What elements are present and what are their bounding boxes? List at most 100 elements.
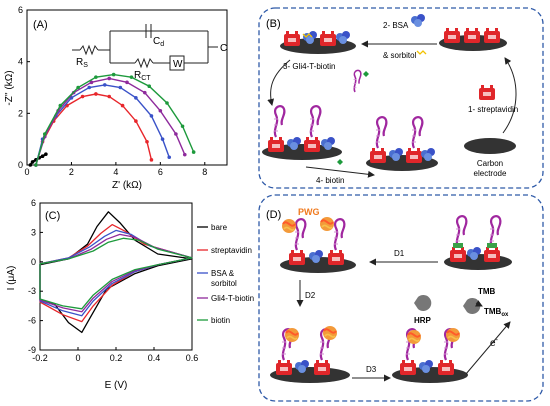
step-2-label: 2- BSA xyxy=(383,21,409,30)
a-point-streptavidin xyxy=(134,119,138,123)
panel-a-axes: 0 2 4 6 8 0 2 4 6 xyxy=(18,5,207,177)
c-series-biotin xyxy=(39,237,193,310)
a-point-biotin xyxy=(165,101,169,105)
a-point-bsa-sorbitol xyxy=(102,83,107,87)
a-point-gli4-t-biotin xyxy=(158,108,163,113)
a-point-gli4-t-biotin xyxy=(89,80,94,85)
a-xtick-label: 2 xyxy=(69,167,74,177)
arrow-step-1 xyxy=(502,57,517,134)
panel-a: (A) RS Cd RCT W C 0 2 4 6 8 0 2 4 6 -Z'' (kΩ) Z'… xyxy=(4,5,228,191)
a-point-biotin xyxy=(58,103,63,108)
d3-label: D3 xyxy=(366,365,377,374)
legend-bare: bare xyxy=(211,223,228,232)
a-point-bare xyxy=(30,160,35,164)
a-point-streptavidin xyxy=(145,139,149,144)
c-ytick-label: -9 xyxy=(28,345,36,355)
step-3-label: 3- Gli4-T-biotin xyxy=(283,62,335,71)
rct-label: RCT xyxy=(134,70,151,82)
a-point-biotin xyxy=(191,150,196,154)
a-point-bare xyxy=(40,154,45,159)
panel-b: (B) Carbon electrode 1- streptavidin 2- … xyxy=(258,7,544,189)
d2-label: D2 xyxy=(305,291,316,300)
panel-a-ylabel: -Z'' (kΩ) xyxy=(4,70,15,105)
a-point-biotin xyxy=(147,84,152,89)
legend-gli4: Gli4-T-biotin xyxy=(211,294,254,303)
electron-label: e- xyxy=(490,337,499,349)
panel-a-label: (A) xyxy=(33,19,48,31)
tmb-label: TMB xyxy=(478,287,496,296)
c-xtick-label: 0.6 xyxy=(186,353,199,363)
a-ytick-label: 2 xyxy=(18,108,23,118)
panel-a-xlabel: Z' (kΩ) xyxy=(112,180,142,191)
panel-d-label: (D) xyxy=(266,209,281,221)
step-2b-label: & sorbitol xyxy=(383,51,417,60)
a-point-gli4-t-biotin xyxy=(182,152,187,157)
c-ytick-label: 0 xyxy=(31,257,36,267)
electrode-label-2: electrode xyxy=(474,169,507,178)
a-point-bsa-sorbitol xyxy=(87,85,92,90)
a-point-streptavidin xyxy=(107,94,112,99)
a-point-streptavidin xyxy=(149,158,154,162)
a-point-biotin xyxy=(180,124,185,129)
a-point-biotin xyxy=(94,75,98,79)
hrp-icon xyxy=(414,295,432,311)
c-ytick-label: -6 xyxy=(28,316,36,326)
c-ytick-label: -3 xyxy=(28,286,36,296)
a-point-biotin xyxy=(111,72,116,77)
a-xtick-label: 4 xyxy=(113,167,118,177)
a-point-streptavidin xyxy=(120,103,125,108)
a-point-biotin xyxy=(76,85,80,90)
panel-b-frame xyxy=(258,7,544,189)
legend-bsa: BSA & xyxy=(211,269,235,278)
a-ytick-label: 4 xyxy=(18,57,23,67)
a-point-gli4-t-biotin xyxy=(174,132,178,136)
a-ytick-label: 6 xyxy=(18,5,23,15)
a-point-biotin xyxy=(129,75,134,79)
hrp-label: HRP xyxy=(414,316,432,325)
a-point-biotin xyxy=(42,132,47,136)
panel-c: (C) -0.2 0 0.2 0.4 0.6 6 3 0 -3 -6 -9 I (μA) E (V)… xyxy=(6,198,254,391)
a-point-gli4-t-biotin xyxy=(125,80,129,85)
c-ytick-label: 6 xyxy=(31,198,36,208)
c-xtick-label: 0 xyxy=(75,353,80,363)
a-point-streptavidin xyxy=(94,92,98,96)
a-series-gli4-t-biotin xyxy=(35,77,186,166)
panel-c-legend: bare streptavidin BSA & sorbitol Gli4-T-… xyxy=(197,223,254,325)
electron-arrow xyxy=(465,321,511,375)
d1-label: D1 xyxy=(394,249,405,258)
a-series-biotin xyxy=(35,73,195,166)
a-point-bare xyxy=(44,152,48,156)
panel-a-frame xyxy=(26,9,228,166)
a-point-bsa-sorbitol xyxy=(134,96,138,100)
a-xtick-label: 0 xyxy=(24,167,29,177)
panel-b-label: (B) xyxy=(266,18,281,30)
c-xtick-label: 0.4 xyxy=(148,353,161,363)
a-point-biotin xyxy=(34,163,38,167)
c-series-bare xyxy=(39,211,193,334)
rs-label: RS xyxy=(76,57,88,69)
panel-c-axes: -0.2 0 0.2 0.4 0.6 6 3 0 -3 -6 -9 xyxy=(28,198,198,363)
a-point-gli4-t-biotin xyxy=(107,76,112,81)
a-point-bare xyxy=(28,163,33,167)
a-point-gli4-t-biotin xyxy=(142,90,147,95)
cd-label: Cd xyxy=(153,36,164,48)
c-xtick-label: -0.2 xyxy=(32,353,48,363)
w-label: W xyxy=(173,59,183,70)
panel-c-label: (C) xyxy=(45,210,60,222)
a-point-bsa-sorbitol xyxy=(160,137,165,141)
electrode-label-1: Carbon xyxy=(477,159,503,168)
panel-a-plot xyxy=(28,72,196,167)
step-1-label: 1- streptavidin xyxy=(468,105,518,114)
c-series-bsa-sorbitol xyxy=(39,229,193,317)
panel-d-frame xyxy=(258,194,544,402)
equivalent-circuit xyxy=(72,24,218,71)
arrow-step-4 xyxy=(305,166,375,178)
hrp-icon-2 xyxy=(463,297,481,314)
c-xtick-label: 0.2 xyxy=(110,353,123,363)
legend-streptavidin: streptavidin xyxy=(211,246,252,255)
panel-c-ylabel: I (μA) xyxy=(6,266,17,291)
c-label: C xyxy=(220,43,227,54)
panel-c-plot xyxy=(39,211,193,334)
legend-bsa-2: sorbitol xyxy=(211,279,237,288)
